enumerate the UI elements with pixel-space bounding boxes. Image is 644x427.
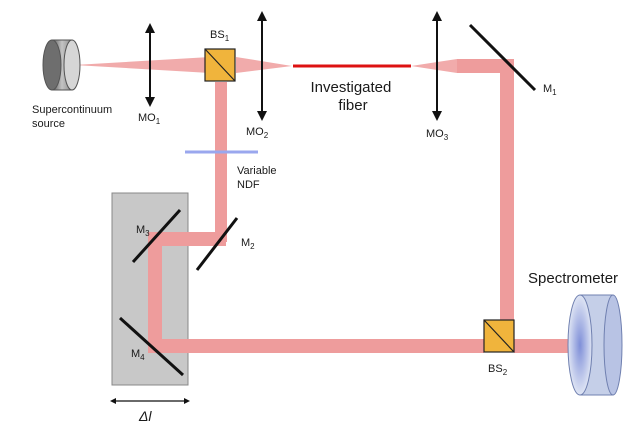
spectrometer-label: Spectrometer: [528, 270, 618, 287]
mirror-m1: [468, 23, 537, 92]
source-cone-beam: [74, 57, 210, 73]
source-label: Supercontinuum source: [32, 104, 115, 130]
beam-splitter-bs1: [204, 48, 236, 82]
m1-label: M1: [543, 83, 557, 97]
bs2-label: BS2: [488, 363, 508, 377]
m3-label: M3: [136, 224, 150, 238]
mirror-m4: [118, 316, 185, 377]
ndf-label: Variable NDF: [237, 165, 280, 191]
mirror-m3: [131, 208, 182, 264]
supercontinuum-source: [42, 39, 81, 91]
bottom-return-beam: [148, 339, 484, 353]
fiber-label: Investigated fiber: [310, 79, 395, 114]
spectrometer: [567, 294, 623, 396]
mo3-cone-beam: [411, 59, 457, 73]
beam-paths: [74, 57, 580, 353]
delta-l-label: Δl: [138, 408, 152, 424]
mo2-label: MO2: [246, 126, 269, 140]
bs1-label: BS1: [210, 29, 230, 43]
mo2-cone-beam: [236, 57, 292, 73]
beam-splitter-bs2: [483, 319, 515, 353]
m3-to-m2-beam: [148, 232, 226, 246]
m1-collimated-beam: [457, 59, 507, 73]
m2-label: M2: [241, 237, 255, 251]
mirror-m2: [195, 217, 239, 271]
m4-to-m3-beam: [148, 232, 162, 353]
ndf-vertical-beam: [215, 82, 227, 242]
mo1-label: MO1: [138, 112, 161, 126]
bs2-to-spectrometer-beam: [514, 339, 580, 353]
right-vertical-beam: [500, 59, 514, 321]
mo3-label: MO3: [426, 128, 449, 142]
m4-label: M4: [131, 348, 145, 362]
